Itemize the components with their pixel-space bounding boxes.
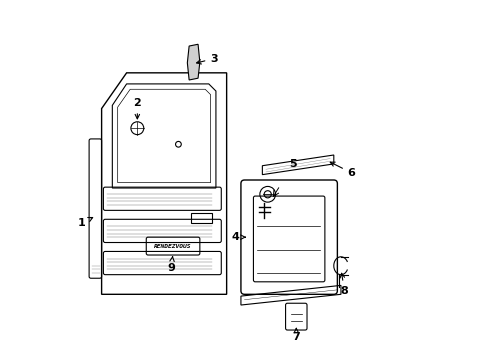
- Text: 9: 9: [167, 257, 175, 273]
- Text: 6: 6: [329, 162, 355, 178]
- Text: 5: 5: [288, 159, 296, 169]
- Text: 4: 4: [231, 232, 245, 242]
- Text: 8: 8: [340, 273, 347, 296]
- Text: 1: 1: [78, 217, 92, 228]
- Text: 3: 3: [196, 54, 218, 64]
- Bar: [190, 213, 212, 224]
- Text: 7: 7: [292, 328, 300, 342]
- Polygon shape: [187, 44, 200, 80]
- Text: RENDEZVOUS: RENDEZVOUS: [154, 244, 191, 249]
- Text: 2: 2: [133, 98, 141, 119]
